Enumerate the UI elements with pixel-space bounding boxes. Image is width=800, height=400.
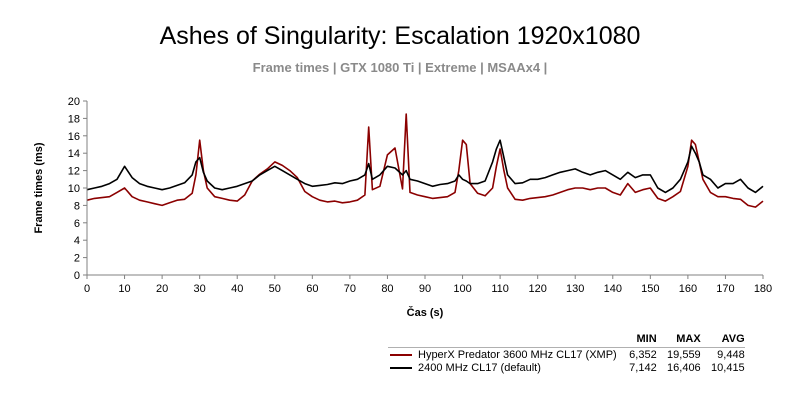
x-tick-label: 20	[156, 283, 168, 295]
legend-series-cell: 2400 MHz CL17 (default)	[388, 361, 617, 374]
x-tick-label: 40	[231, 283, 243, 295]
x-tick-label: 150	[641, 283, 659, 295]
y-tick-label: 0	[74, 270, 80, 282]
legend-min-value: 7,142	[629, 362, 657, 374]
x-tick-label: 60	[306, 283, 318, 295]
legend-min-value: 6,352	[629, 349, 657, 361]
x-tick-label: 100	[453, 283, 471, 295]
x-tick-label: 130	[566, 283, 584, 295]
series-line-xmp	[86, 113, 764, 208]
x-tick-label: 160	[679, 283, 697, 295]
x-tick-label: 180	[754, 283, 772, 295]
x-tick-label: 30	[194, 283, 206, 295]
legend-max-value: 16,406	[667, 362, 701, 374]
x-tick-label: 170	[716, 283, 734, 295]
x-tick-label: 90	[419, 283, 431, 295]
x-tick-label: 120	[528, 283, 546, 295]
legend-avg-header: AVG	[700, 333, 745, 348]
y-tick-label: 8	[74, 200, 80, 212]
chart-subtitle: Frame times | GTX 1080 Ti | Extreme | MS…	[252, 60, 548, 75]
legend-max-header: MAX	[656, 333, 701, 348]
y-tick-label: 12	[68, 166, 80, 178]
legend-avg-value: 9,448	[717, 349, 745, 361]
legend-min-header: MIN	[616, 333, 657, 348]
x-tick-label: 140	[604, 283, 622, 295]
x-tick-label: 10	[118, 283, 130, 295]
ticks-layer: 0 10 20 30 40 50 60 70 80 90 100 110 120 130 140 150 160…	[68, 96, 772, 295]
x-axis-title: Čas (s)	[407, 306, 444, 319]
series-layer	[86, 113, 764, 208]
legend-name-header	[388, 333, 617, 348]
chart-title: Ashes of Singularity: Escalation 1920x10…	[159, 22, 641, 50]
legend-series-cell: HyperX Predator 3600 MHz CL17 (XMP)	[388, 348, 617, 361]
x-tick-label: 80	[381, 283, 393, 295]
legend-avg-value: 10,415	[711, 362, 745, 374]
x-tick-label: 70	[344, 283, 356, 295]
y-tick-label: 2	[74, 253, 80, 265]
series-line-default	[86, 139, 764, 194]
legend-swatch-xmp	[390, 354, 412, 357]
legend-row: HyperX Predator 3600 MHz CL17 (XMP) 6,35…	[388, 348, 745, 361]
legend-row: 2400 MHz CL17 (default) 7,142 16,406 10,…	[388, 361, 745, 374]
frame-time-chart: 0 10 20 30 40 50 60 70 80 90 100 110 120 130 140 150 160…	[33, 96, 772, 319]
y-tick-label: 6	[74, 218, 80, 230]
y-tick-label: 10	[68, 183, 80, 195]
y-axis-title: Frame times (ms)	[33, 142, 45, 233]
y-tick-label: 18	[68, 113, 80, 125]
x-tick-label: 0	[84, 283, 90, 295]
x-tick-label: 50	[269, 283, 281, 295]
legend-table: MIN MAX AVG HyperX Predator 3600 MHz CL1…	[388, 333, 745, 374]
legend-header-row: MIN MAX AVG	[388, 333, 745, 348]
legend-series-name: 2400 MHz CL17 (default)	[418, 362, 541, 374]
x-tick-label: 110	[491, 283, 509, 295]
axes-layer	[86, 101, 763, 276]
y-tick-label: 16	[68, 131, 80, 143]
legend-max-value: 19,559	[667, 349, 701, 361]
legend-swatch-default	[390, 367, 412, 370]
legend-series-name: HyperX Predator 3600 MHz CL17 (XMP)	[418, 349, 617, 361]
y-tick-label: 14	[68, 148, 80, 160]
y-tick-label: 4	[74, 235, 80, 247]
y-tick-label: 20	[68, 96, 80, 108]
